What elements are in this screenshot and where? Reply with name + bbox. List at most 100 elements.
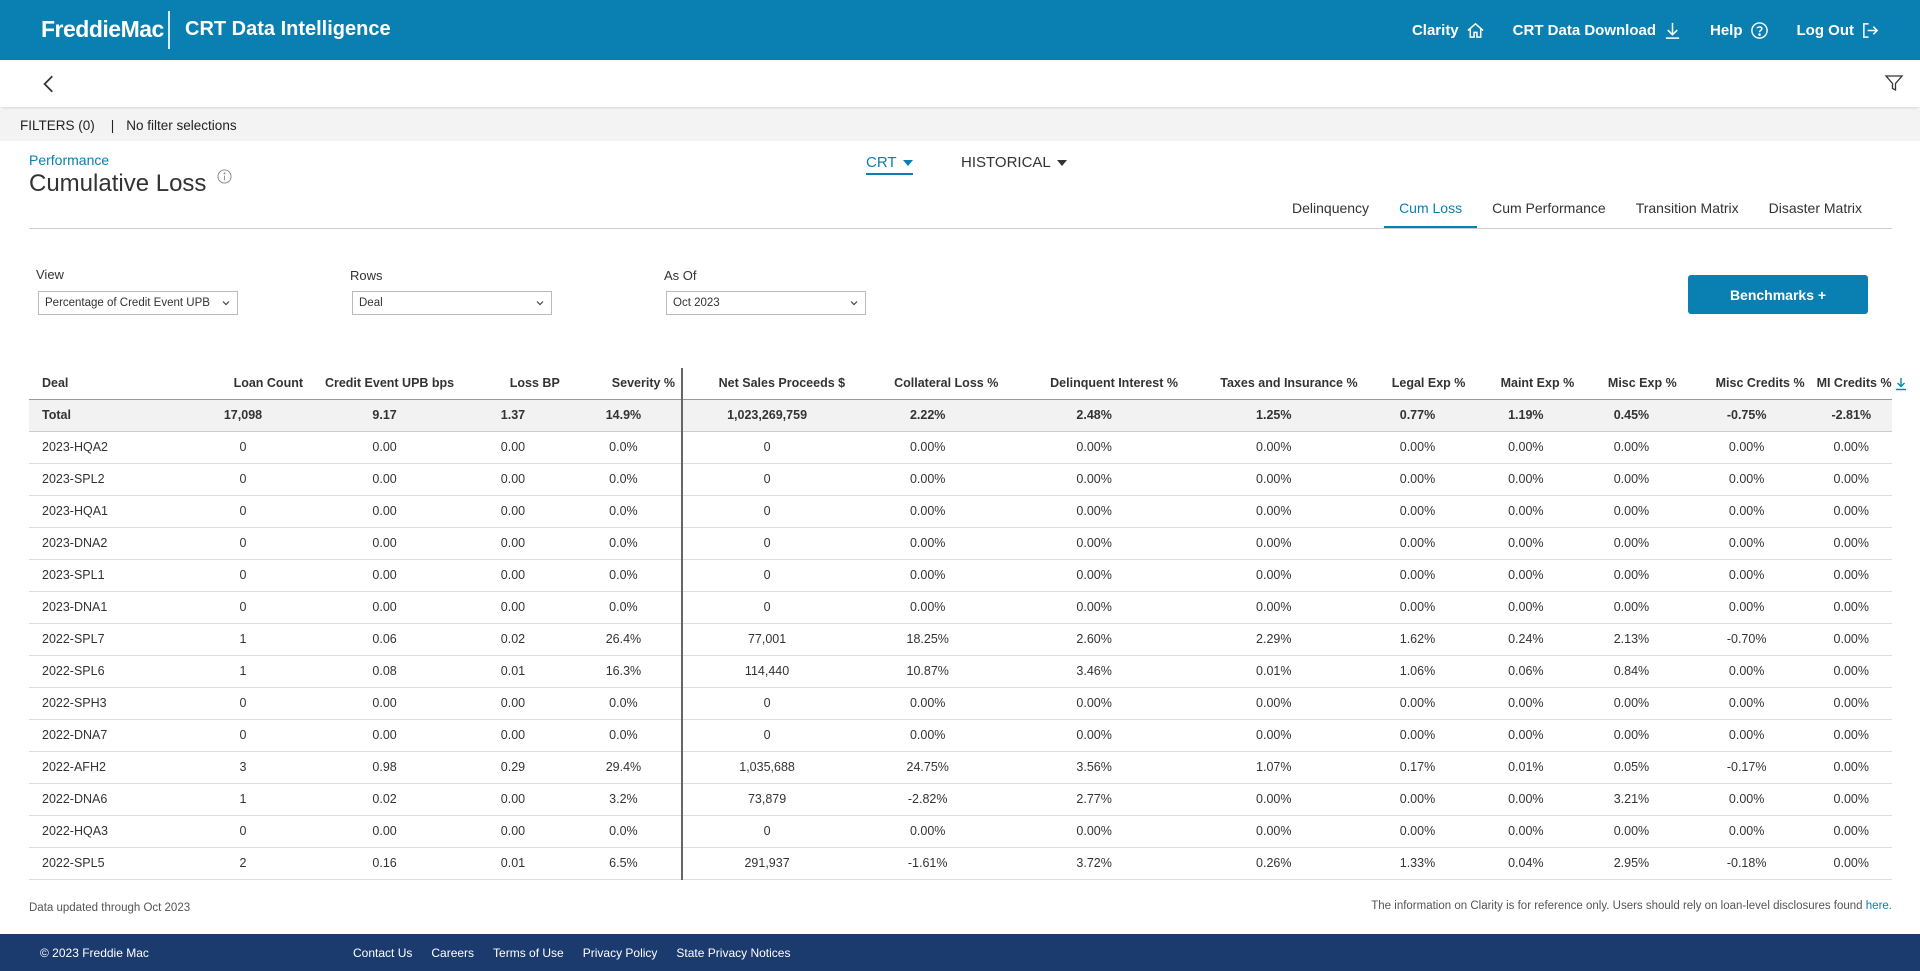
view-select[interactable]: Percentage of Credit Event UPB (38, 291, 238, 315)
disclaimer-link[interactable]: here. (1865, 900, 1892, 912)
table-cell: 0.00% (1682, 463, 1811, 496)
info-icon[interactable] (217, 169, 232, 184)
footer-link-state-privacy-notices[interactable]: State Privacy Notices (676, 945, 791, 960)
table-cell: 0.16 (309, 847, 461, 880)
brand-logo[interactable]: FreddieMac (41, 16, 164, 42)
table-cell: 0.00% (1471, 783, 1581, 816)
benchmarks-button[interactable]: Benchmarks + (1688, 275, 1868, 314)
table-cell: 0.00% (1810, 431, 1892, 464)
column-header-delinquent-interest[interactable]: Delinquent Interest % (1004, 368, 1184, 400)
table-row[interactable]: 2023-HQA2 0 0.00 0.00 0.0% 0 0.00% 0.00% 0.00% 0.… (29, 431, 1892, 464)
brand-divider (168, 11, 170, 49)
column-header-credit-event-upb-bps[interactable]: Credit Event UPB bps (309, 368, 461, 400)
view-label: View (36, 267, 64, 282)
table-cell: 0.00% (851, 431, 1005, 464)
table-cell: 0.00% (1810, 527, 1892, 560)
column-header-severity[interactable]: Severity % (565, 368, 684, 400)
table-row[interactable]: 2022-SPL6 1 0.08 0.01 16.3% 114,440 10.87% 3.46… (29, 655, 1892, 688)
historical-dropdown[interactable]: HISTORICAL (961, 154, 1067, 171)
table-cell: 0.00% (1682, 431, 1811, 464)
table-cell: 14.9% (565, 399, 684, 432)
table-row[interactable]: 2023-DNA2 0 0.00 0.00 0.0% 0 0.00% 0.00% 0.00% 0.… (29, 527, 1892, 560)
rows-select[interactable]: Deal (352, 291, 552, 315)
tab-disaster-matrix[interactable]: Disaster Matrix (1768, 200, 1862, 216)
table-cell: 0.00% (1004, 463, 1184, 496)
footer-copyright: © 2023 Freddie Mac (40, 945, 149, 960)
table-row[interactable]: 2022-SPH3 0 0.00 0.00 0.0% 0 0.00% 0.00% 0.00% 0.… (29, 687, 1892, 720)
table-cell: 0.00% (1183, 431, 1364, 464)
table-cell: 0.00% (1183, 527, 1364, 560)
table-cell: 0 (682, 591, 852, 624)
column-header-mi-credits[interactable]: MI Credits % (1810, 368, 1906, 400)
rows-label: Rows (350, 268, 383, 283)
column-header-net-sales-proceeds[interactable]: Net Sales Proceeds $ (682, 368, 852, 400)
table-cell: 3.2% (565, 783, 684, 816)
column-header-loss-bp[interactable]: Loss BP (460, 368, 566, 400)
table-row[interactable]: 2023-DNA1 0 0.00 0.00 0.0% 0 0.00% 0.00% 0.00% 0.… (29, 591, 1892, 624)
tab-transition-matrix[interactable]: Transition Matrix (1635, 200, 1739, 216)
tab-delinquency[interactable]: Delinquency (1292, 200, 1370, 216)
table-cell: 1,023,269,759 (682, 399, 852, 432)
view-select-value: Percentage of Credit Event UPB (45, 297, 210, 309)
column-header-maint-exp[interactable]: Maint Exp % (1471, 368, 1581, 400)
table-cell: 0.00% (1183, 687, 1364, 720)
table-row[interactable]: 2022-SPL5 2 0.16 0.01 6.5% 291,937 -1.61% 3.72%… (29, 847, 1892, 880)
nav-log-out[interactable]: Log Out (1797, 21, 1880, 40)
table-cell: 0.29 (460, 751, 566, 784)
app-title[interactable]: CRT Data Intelligence (185, 18, 391, 40)
as-of-select-value: Oct 2023 (673, 297, 720, 309)
table-row[interactable]: 2022-SPL7 1 0.06 0.02 26.4% 77,001 18.25% 2.60%… (29, 623, 1892, 656)
table-cell: 0.0% (565, 815, 684, 848)
table-cell: -2.82% (851, 783, 1005, 816)
nav-clarity[interactable]: Clarity (1412, 21, 1485, 40)
footer-link-terms-of-use[interactable]: Terms of Use (493, 945, 564, 960)
nav-crt-data-download[interactable]: CRT Data Download (1513, 21, 1682, 40)
column-header-legal-exp[interactable]: Legal Exp % (1363, 368, 1472, 400)
table-row[interactable]: 2022-DNA7 0 0.00 0.00 0.0% 0 0.00% 0.00% 0.00% 0.… (29, 719, 1892, 752)
table-cell: 0.08 (309, 655, 461, 688)
crt-dropdown[interactable]: CRT (866, 154, 913, 175)
download-icon[interactable] (1894, 377, 1908, 391)
footer-link-privacy-policy[interactable]: Privacy Policy (582, 945, 658, 960)
filter-icon[interactable] (1884, 73, 1904, 93)
table-cell: 0.00% (1363, 815, 1472, 848)
table-row[interactable]: 2022-DNA6 1 0.02 0.00 3.2% 73,879 -2.82% 2.77% 0… (29, 783, 1892, 816)
table-cell: 0.00% (1682, 719, 1811, 752)
table-row[interactable]: 2022-AFH2 3 0.98 0.29 29.4% 1,035,688 24.75% 3.… (29, 751, 1892, 784)
column-header-misc-exp[interactable]: Misc Exp % (1580, 368, 1683, 400)
table-cell: 0.00 (309, 687, 461, 720)
column-header-deal[interactable]: Deal (29, 368, 177, 400)
column-header-loan-count[interactable]: Loan Count (176, 368, 310, 400)
rows-select-value: Deal (359, 297, 383, 309)
table-cell: 0.00% (851, 719, 1005, 752)
column-header-collateral-loss[interactable]: Collateral Loss % (851, 368, 1005, 400)
table-cell: 0.00% (1682, 495, 1811, 528)
table-cell: 0.00 (460, 463, 566, 496)
table-row[interactable]: 2022-HQA3 0 0.00 0.00 0.0% 0 0.00% 0.00% 0.00% 0.… (29, 815, 1892, 848)
footer-link-contact-us[interactable]: Contact Us (353, 945, 413, 960)
filters-bar[interactable]: FILTERS (0) | No filter selections (0, 110, 1920, 141)
column-header-misc-credits[interactable]: Misc Credits % (1682, 368, 1811, 400)
table-cell: 0.00% (1580, 591, 1683, 624)
nav-help-label: Help (1710, 21, 1743, 39)
table-cell: 0.00 (309, 559, 461, 592)
table-cell: 0.00% (1810, 591, 1892, 624)
column-header-mi-credits-label: MI Credits % (1816, 375, 1892, 390)
table-row[interactable]: 2023-HQA1 0 0.00 0.00 0.0% 0 0.00% 0.00% 0.00% 0.… (29, 495, 1892, 528)
table-cell: 0.00% (1810, 751, 1892, 784)
column-header-taxes-and-insurance[interactable]: Taxes and Insurance % (1183, 368, 1364, 400)
breadcrumb[interactable]: Performance (29, 152, 110, 168)
table-cell: 0.0% (565, 719, 684, 752)
as-of-select[interactable]: Oct 2023 (666, 291, 866, 315)
table-row[interactable]: 2023-SPL2 0 0.00 0.00 0.0% 0 0.00% 0.00% 0.00% 0.… (29, 463, 1892, 496)
deal-cell: 2022-SPL6 (29, 655, 177, 688)
table-cell: 0.00% (1682, 655, 1811, 688)
tab-cum-loss[interactable]: Cum Loss (1384, 190, 1478, 228)
back-arrow-icon[interactable] (38, 73, 60, 95)
footer-link-careers[interactable]: Careers (431, 945, 475, 960)
nav-help[interactable]: Help (1710, 21, 1769, 40)
tab-cum-performance[interactable]: Cum Performance (1492, 200, 1606, 216)
table-row[interactable]: 2023-SPL1 0 0.00 0.00 0.0% 0 0.00% 0.00% 0.00% 0.… (29, 559, 1892, 592)
table-total-row[interactable]: Total 17,098 9.17 1.37 14.9% 1,023,269,759 2.2… (29, 399, 1892, 432)
table-cell: 0.84% (1580, 655, 1683, 688)
